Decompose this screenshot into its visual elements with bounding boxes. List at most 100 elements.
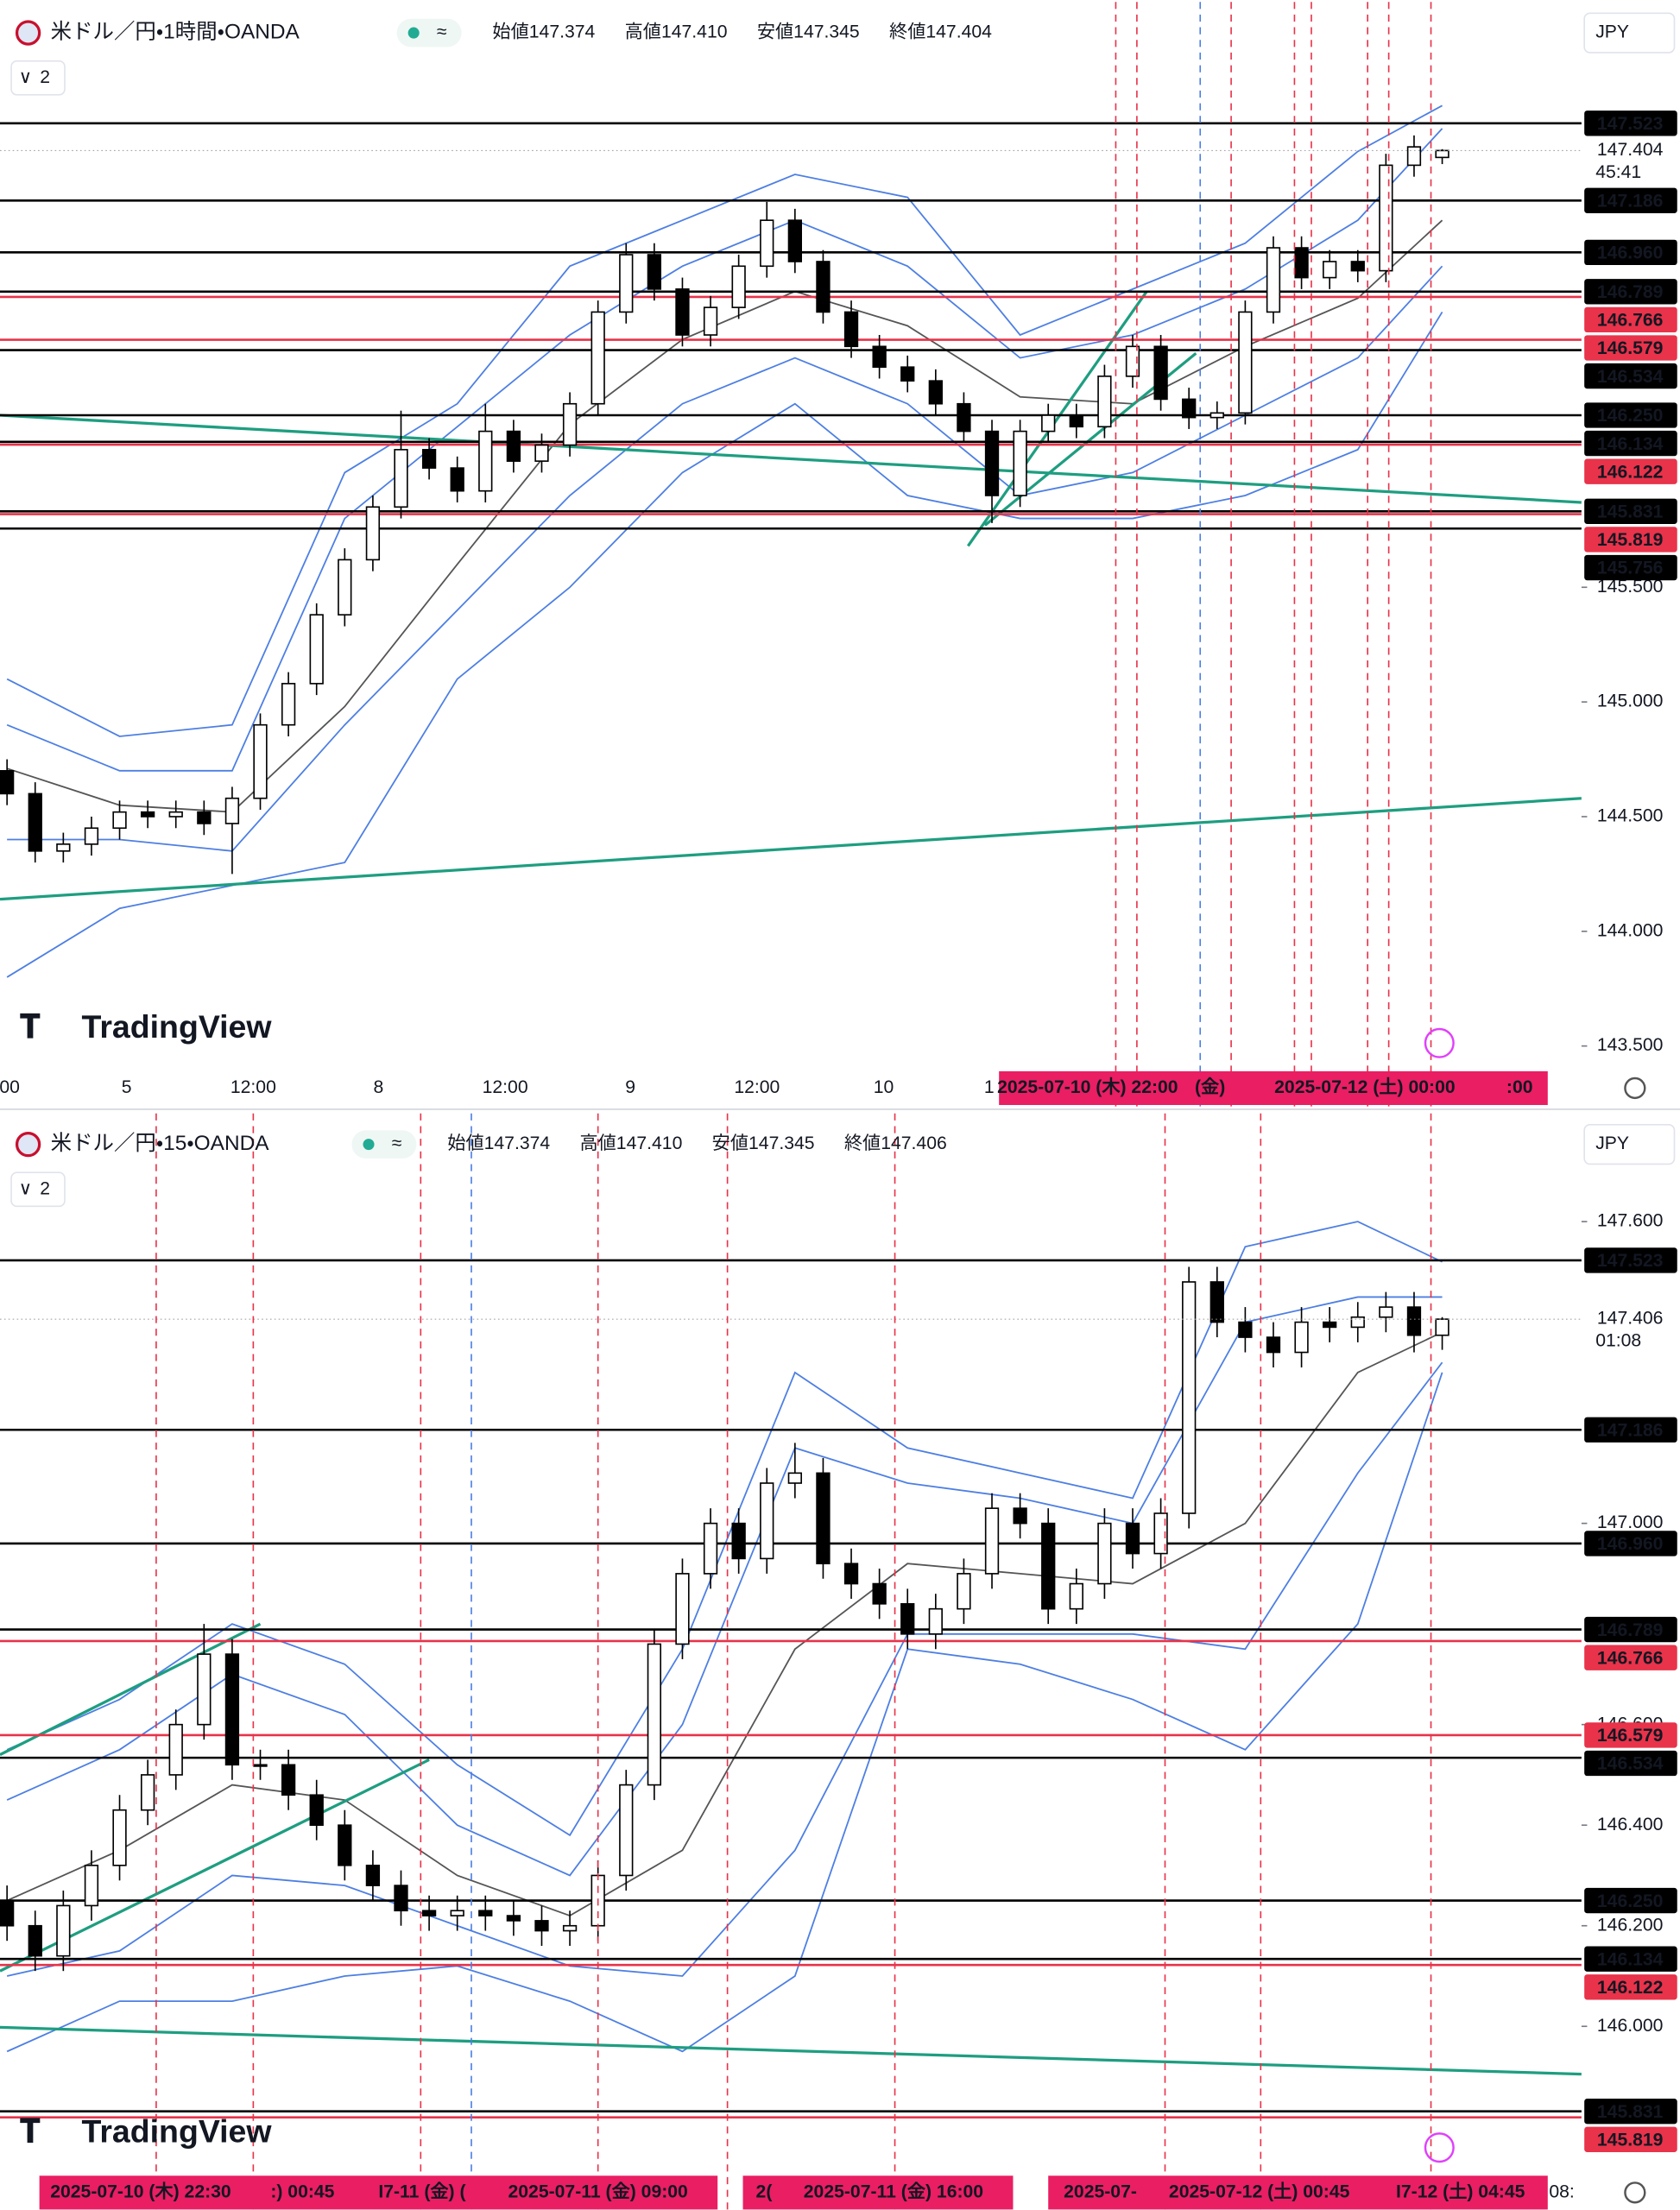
candle-body (843, 1563, 859, 1585)
candle-body (281, 1764, 296, 1796)
candle-body (703, 306, 718, 336)
candle-body (224, 1653, 240, 1766)
panel: 143.500 144.000 144.500 145.000 145.500 147.4… (0, 2, 1677, 1107)
price-label-bg (1584, 335, 1677, 361)
candle-body (1209, 1281, 1224, 1323)
candle-body (534, 444, 549, 462)
candle-body (140, 1774, 155, 1811)
symbol-title[interactable]: 米ドル／円・1時間・OANDA (51, 20, 300, 44)
symbol-flag (15, 20, 41, 46)
trendline (0, 1758, 430, 1973)
price-label-bg (1584, 458, 1677, 484)
trendline (0, 414, 1582, 504)
candle-body (957, 402, 971, 433)
trendline (0, 2025, 1582, 2076)
y-tick-label: 146.200 (1597, 1915, 1664, 1935)
candle-body (365, 506, 381, 561)
currency-select[interactable] (1583, 1124, 1676, 1165)
x-tick-label: 10 (874, 1077, 894, 1097)
candle-body (1097, 376, 1112, 428)
indicator-chevron: ∨ (19, 1178, 33, 1198)
candle-body (1013, 1507, 1027, 1525)
price-label: 147.523 (1597, 1251, 1664, 1271)
candle-body (928, 1607, 943, 1635)
status-pill (396, 18, 462, 47)
candle-body (900, 366, 915, 382)
candle-body (1041, 414, 1056, 433)
crosshair-label: 2025-07-11 (金) 09:00 (508, 2181, 688, 2201)
price-label-bg (1584, 1722, 1677, 1748)
crosshair-label: 2( (756, 2182, 774, 2201)
price-label: 146.534 (1597, 367, 1664, 387)
candle-body (703, 1522, 718, 1575)
crosshair-label: 2025-07-10 (木) 22:00 (997, 1077, 1178, 1097)
candle-body (0, 1899, 15, 1927)
y-tick-label: 145.000 (1597, 691, 1664, 711)
currency[interactable]: JPY (1595, 22, 1629, 42)
price-label: 147.186 (1597, 1420, 1664, 1440)
indicator-toggle[interactable] (10, 1171, 66, 1208)
candle-body (1069, 414, 1083, 428)
status-icon: ≈ (392, 1133, 402, 1153)
symbol-title[interactable]: 米ドル／円・15・OANDA (51, 1131, 270, 1155)
candle-body (506, 1915, 521, 1922)
price-label-bg (1584, 306, 1677, 333)
x-tick-label: 8 (374, 1077, 384, 1097)
alert-icon[interactable] (1424, 1027, 1455, 1058)
price-label-bg (1584, 187, 1677, 213)
x-tick-label: 08: (1549, 2182, 1574, 2201)
candle-body (787, 1472, 802, 1484)
price-label-bg (1584, 527, 1677, 552)
x-tick-label: 12:00 (231, 1077, 276, 1097)
ohlc-value: 終値147.404 (889, 22, 992, 42)
currency[interactable]: JPY (1595, 1133, 1629, 1153)
status-dot (407, 27, 420, 39)
candle-body (675, 1573, 690, 1645)
candle-body (534, 1920, 549, 1932)
logo: TradingView (82, 2112, 273, 2149)
price-label-bg (1584, 2126, 1677, 2152)
candle-body (84, 1864, 99, 1907)
candle-body (281, 683, 296, 726)
ohlc-value: 終値147.406 (844, 1133, 947, 1153)
y-tick-label: 147.000 (1597, 1512, 1664, 1532)
candle-body (928, 380, 943, 405)
ohlc-value: 安値147.345 (712, 1133, 815, 1153)
price-label: 146.766 (1597, 1648, 1664, 1668)
candle-body (562, 1924, 578, 1932)
candle-body (394, 1885, 408, 1912)
indicator-toggle[interactable] (10, 60, 66, 96)
currency-select[interactable] (1583, 12, 1676, 54)
price-label: 147.523 (1597, 114, 1664, 134)
ohlc-value: 高値147.410 (579, 1133, 682, 1153)
ohlc-value: 高値147.410 (625, 22, 728, 42)
x-tick-label: 12:00 (734, 1077, 780, 1097)
candle-body (1350, 261, 1365, 272)
plot-area (0, 104, 1582, 978)
trendline (0, 1622, 262, 1757)
price-label-bg (1584, 2099, 1677, 2125)
candle-body (760, 219, 774, 268)
trendline (0, 797, 1582, 901)
candle-body (1323, 261, 1337, 279)
candle-body (365, 1864, 381, 1886)
candle-body (1294, 1321, 1309, 1354)
alert-icon[interactable] (1424, 2132, 1455, 2163)
logo: TradingView (82, 1008, 273, 1045)
crosshair-label-bg (39, 2175, 718, 2210)
price-label-bg (1584, 279, 1677, 305)
settings-icon[interactable] (1624, 1077, 1646, 1100)
candle-body (900, 1603, 915, 1635)
price-label: 146.960 (1597, 1534, 1664, 1554)
price-label-bg (1584, 1974, 1677, 2000)
status-dot (363, 1139, 375, 1151)
trendline (966, 290, 1148, 547)
y-tick-label: 145.500 (1597, 577, 1664, 597)
bollinger-band (6, 104, 1443, 737)
indicator-count: 2 (40, 1178, 50, 1198)
candle-body (421, 449, 437, 469)
candle-body (647, 254, 662, 290)
candle-body (872, 1582, 887, 1605)
price-label-bg (1584, 498, 1677, 524)
settings-icon[interactable] (1624, 2182, 1646, 2204)
